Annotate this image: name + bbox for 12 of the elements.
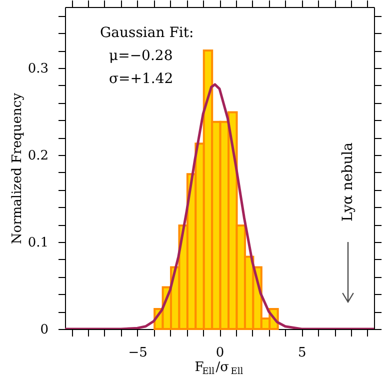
- y-axis-title: Normalized Frequency: [10, 92, 25, 244]
- annotation: μ=−0.28: [109, 48, 173, 64]
- annotation: Gaussian Fit:: [100, 25, 194, 41]
- y-tick-label: 0: [40, 322, 48, 338]
- y-tick-label: 0.1: [28, 235, 48, 250]
- y-tick-label: 0.3: [28, 61, 48, 76]
- annotation: σ=+1.42: [109, 71, 174, 87]
- x-tick-label: −5: [128, 346, 148, 360]
- x-tick-label: 0: [216, 346, 224, 360]
- annotation: Lyα nebula: [340, 142, 356, 222]
- x-tick-label: 5: [298, 346, 306, 360]
- y-tick-label: 0.2: [28, 148, 48, 164]
